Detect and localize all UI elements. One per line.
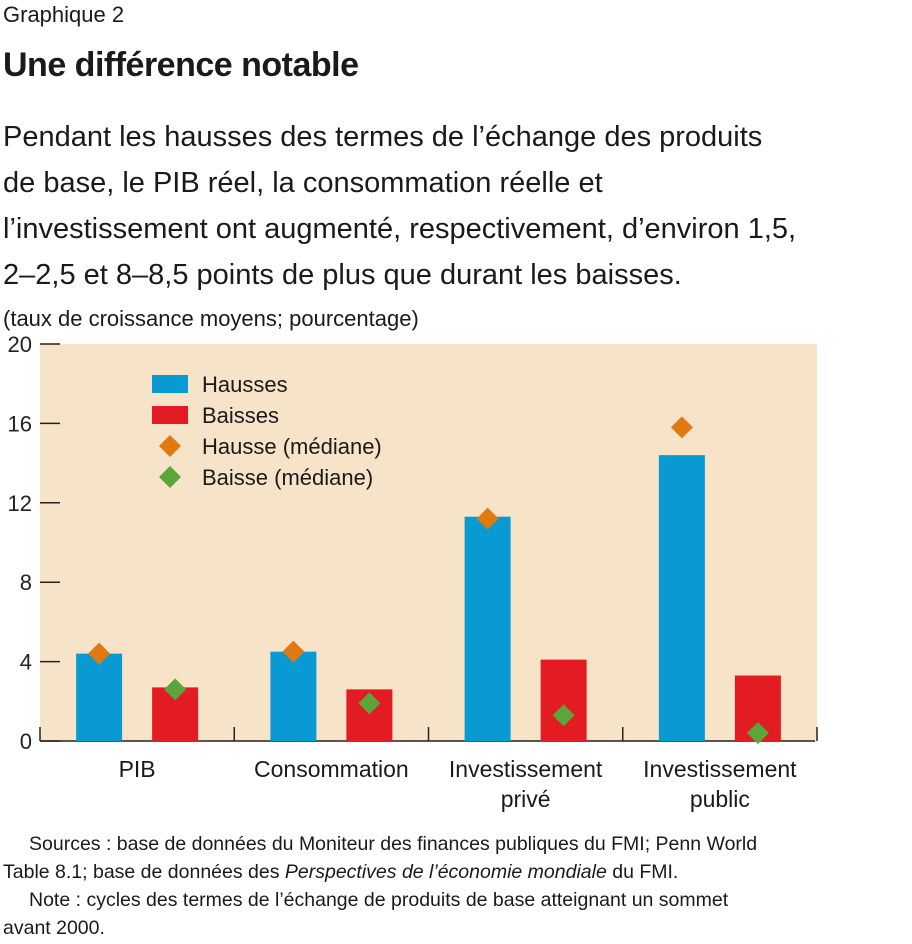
legend-label: Baisse (médiane) xyxy=(202,465,373,490)
legend-label: Hausse (médiane) xyxy=(202,434,382,459)
marker-hausse-mediane xyxy=(282,640,305,663)
units-label: (taux de croissance moyens; pourcentage) xyxy=(3,306,419,331)
note-line-1: Note : cycles des termes de l’échange de… xyxy=(29,889,729,911)
x-category-label: Investissement xyxy=(643,756,797,782)
legend-swatch xyxy=(152,375,188,393)
bar-hausses xyxy=(270,651,317,741)
sources-line-2: Table 8.1; base de données des Perspecti… xyxy=(3,858,908,886)
legend-swatch xyxy=(159,466,181,488)
y-tick-label: 4 xyxy=(20,650,32,675)
chart-subtitle: Pendant les hausses des termes de l’écha… xyxy=(3,114,903,298)
sources-line-1: Sources : base de données du Moniteur de… xyxy=(29,833,758,855)
y-tick-label: 12 xyxy=(8,491,32,516)
marker-hausse-mediane xyxy=(476,507,499,530)
sources-italic-title: Perspectives de l’économie mondiale xyxy=(284,861,607,883)
bar-hausses xyxy=(76,653,123,741)
marker-hausse-mediane xyxy=(670,416,693,439)
y-tick-label: 20 xyxy=(8,332,32,357)
note-line-2: avant 2000. xyxy=(3,917,105,939)
subtitle-line: de base, le PIB réel, la consommation ré… xyxy=(3,167,603,199)
bar-hausses xyxy=(658,455,705,741)
bar-hausses xyxy=(464,516,511,741)
marker-baisse-mediane xyxy=(164,678,187,701)
x-category-label: Investissement xyxy=(449,756,603,782)
legend-swatch xyxy=(159,435,181,457)
x-category-label: Consommation xyxy=(254,756,409,782)
y-tick-label: 0 xyxy=(20,729,32,754)
figure-kicker: Graphique 2 xyxy=(3,2,125,27)
y-tick-label: 16 xyxy=(8,411,32,436)
sources-text: Table 8.1; base de données des xyxy=(3,861,285,883)
legend-swatch xyxy=(152,406,188,424)
subtitle-line: Pendant les hausses des termes de l’écha… xyxy=(3,121,763,153)
x-category-label: PIB xyxy=(119,756,156,782)
x-category-label: privé xyxy=(501,786,551,812)
marker-baisse-mediane xyxy=(358,692,381,715)
chart-title: Une différence notable xyxy=(3,46,359,84)
sources-note: Sources : base de données du Moniteur de… xyxy=(3,830,908,942)
sources-text-end: du FMI. xyxy=(606,861,679,883)
legend-label: Baisses xyxy=(202,403,279,428)
bar-chart: 0 4 8 12 16 20 PIB Consommation Investissement pr… xyxy=(8,332,818,812)
marker-hausse-mediane xyxy=(88,642,111,665)
subtitle-line: l’investissement ont augmenté, respectiv… xyxy=(3,213,797,245)
x-category-label: public xyxy=(690,786,750,812)
legend-label: Hausses xyxy=(202,372,288,397)
marker-baisse-mediane xyxy=(746,722,769,745)
subtitle-line: 2–2,5 et 8–8,5 points de plus que durant… xyxy=(3,259,682,291)
marker-baisse-mediane xyxy=(552,704,575,727)
y-tick-label: 8 xyxy=(20,570,32,595)
bar-baisses xyxy=(540,659,587,741)
